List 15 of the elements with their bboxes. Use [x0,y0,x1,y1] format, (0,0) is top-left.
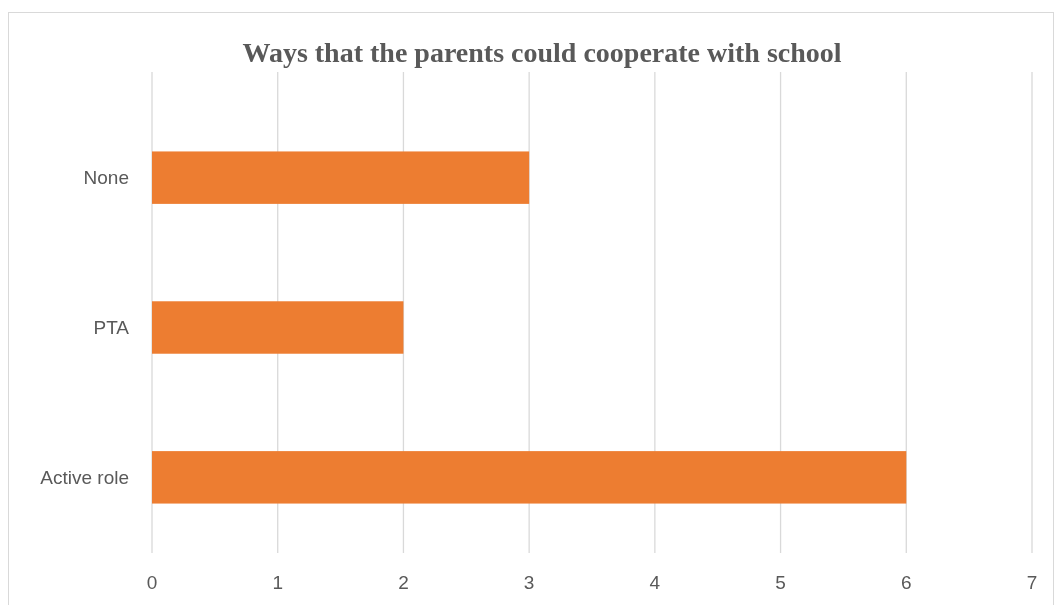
y-tick-label: Active role [40,466,129,488]
x-tick-label: 4 [649,572,661,593]
y-tick-label: PTA [93,317,130,339]
x-tick-label: 2 [398,572,409,593]
bar [152,301,404,354]
y-tick-label: None [83,167,129,189]
bar [152,451,907,504]
chart-title: Ways that the parents could cooperate with school [242,37,842,68]
x-tick-label: 7 [1026,572,1038,593]
bar [152,151,530,204]
x-tick-label: 6 [901,572,912,593]
x-tick-label: 3 [523,572,535,593]
x-tick-label: 5 [775,572,786,593]
x-tick-label: 0 [146,572,158,593]
x-tick-label: 1 [272,572,283,593]
